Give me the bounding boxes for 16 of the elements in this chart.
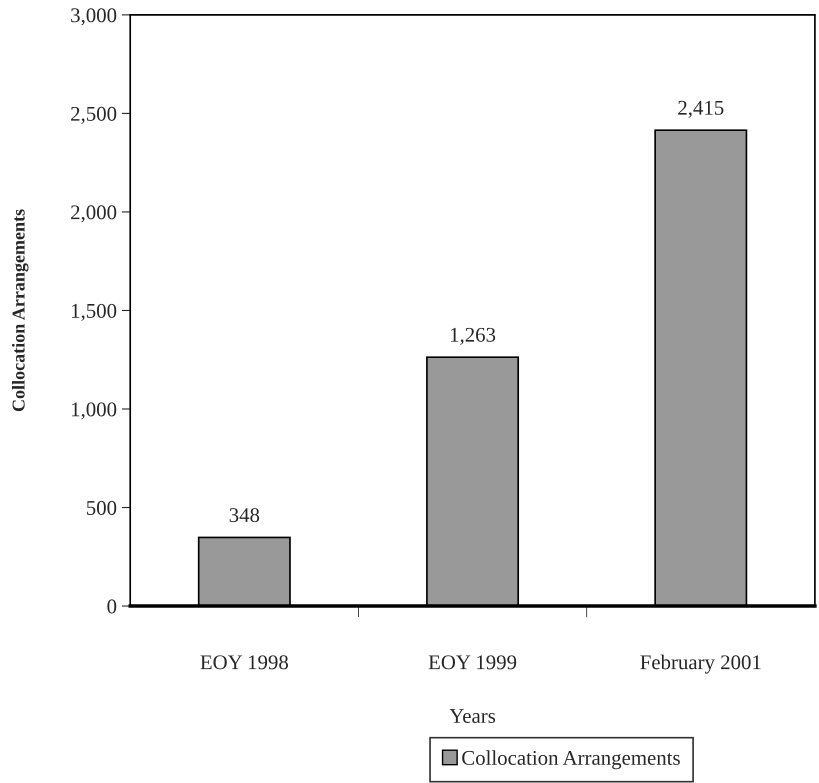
y-tick-label: 0 [107, 599, 116, 614]
y-tick-label: 3,000 [71, 8, 116, 26]
y-tick-label: 500 [86, 500, 116, 515]
y-tick-label: 2,500 [71, 106, 116, 124]
y-axis-title: Collocation Arrangements [12, 209, 28, 412]
text: 348 [230, 508, 260, 522]
y-tick-label: 1,500 [72, 304, 116, 321]
y-tick-label: 2,000 [71, 205, 116, 222]
x-tick-label: EOY 1998 [200, 655, 288, 670]
y-tick-label: 1,000 [72, 402, 116, 420]
text: 2,415 [678, 100, 724, 118]
x-tick-label: EOY 1999 [428, 655, 516, 670]
x-axis-title: Years [450, 709, 496, 723]
text: 1,263 [450, 328, 496, 345]
legend-label: Collocation Arrangements [462, 750, 680, 770]
x-tick-label: February 2001 [640, 654, 761, 674]
